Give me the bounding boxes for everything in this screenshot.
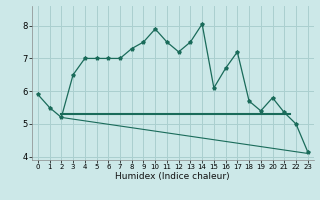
X-axis label: Humidex (Indice chaleur): Humidex (Indice chaleur) [116, 172, 230, 181]
